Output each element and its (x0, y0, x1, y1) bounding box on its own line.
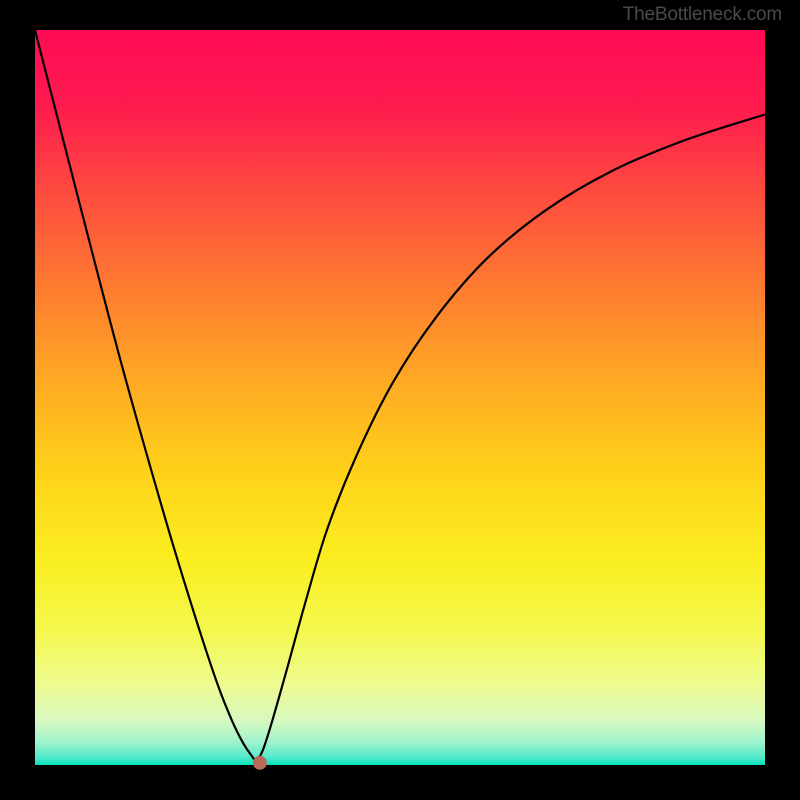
minimum-marker (253, 756, 267, 770)
bottleneck-curve (35, 30, 765, 760)
watermark-text: TheBottleneck.com (623, 4, 782, 26)
chart-curve-layer (35, 30, 765, 765)
chart-plot-area (35, 30, 765, 765)
